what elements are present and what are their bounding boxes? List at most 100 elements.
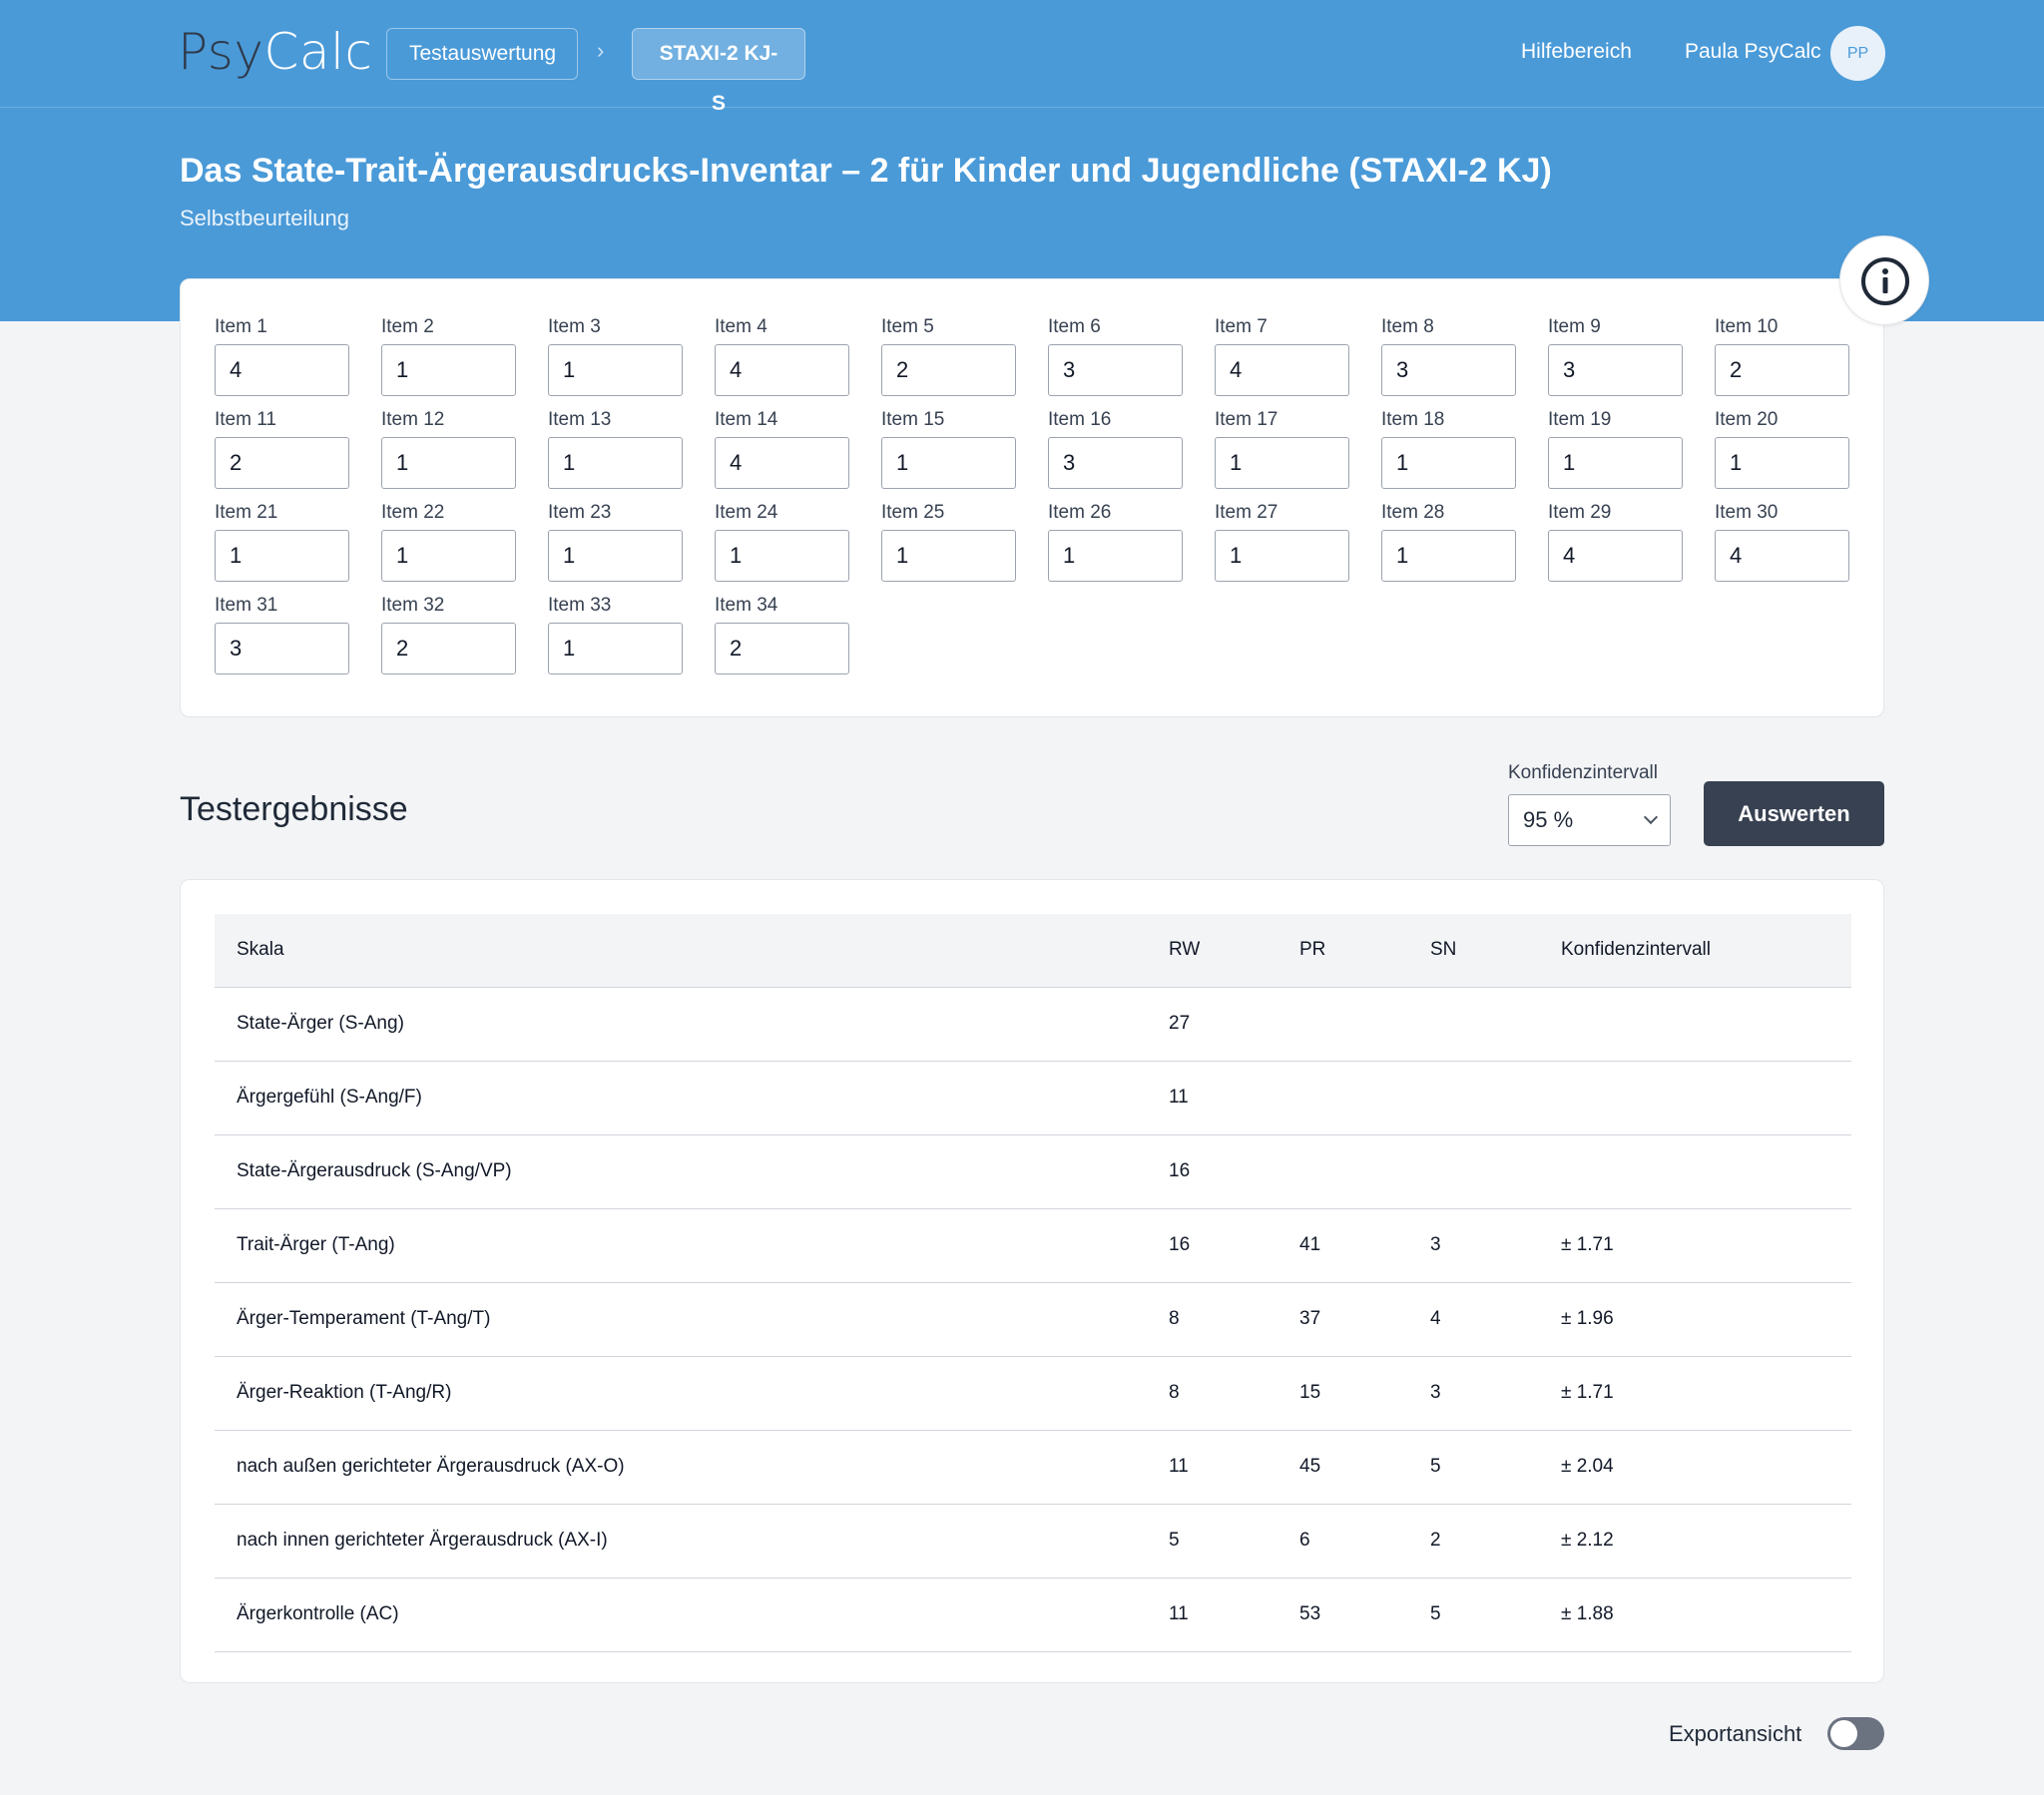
cell-sn: 3 [1430,1208,1561,1283]
item-field: Item 5 [881,314,1016,396]
cell-scale: Ärger-Temperament (T-Ang/T) [215,1282,1169,1357]
item-input[interactable] [548,344,683,396]
item-input[interactable] [1215,530,1349,582]
info-button[interactable] [1839,235,1929,325]
item-input[interactable] [1715,344,1849,396]
cell-rw: 11 [1169,1577,1299,1652]
item-input[interactable] [1048,344,1183,396]
table-row: State-Ärgerausdruck (S-Ang/VP) 16 [215,1134,1851,1209]
item-input[interactable] [1215,437,1349,489]
table-row: nach innen gerichteter Ärgerausdruck (AX… [215,1504,1851,1578]
item-field: Item 23 [548,500,683,582]
item-input-card: Item 1 Item 2 Item 3 Item 4 Item 5 Item 6 Item… [180,278,1884,717]
item-field: Item 18 [1381,407,1516,489]
cell-ci: ± 2.12 [1561,1504,1851,1578]
item-label: Item 20 [1715,409,1779,430]
item-input[interactable] [715,623,849,674]
item-input[interactable] [1381,344,1516,396]
avatar[interactable]: PP [1830,26,1885,81]
table-row: nach außen gerichteter Ärgerausdruck (AX… [215,1430,1851,1505]
item-input[interactable] [1048,530,1183,582]
cell-rw: 11 [1169,1430,1299,1505]
item-input[interactable] [1048,437,1183,489]
item-input[interactable] [715,344,849,396]
cell-scale: nach außen gerichteter Ärgerausdruck (AX… [215,1430,1169,1505]
item-input[interactable] [1715,530,1849,582]
item-label: Item 29 [1548,502,1612,523]
breadcrumb-testauswertung[interactable]: Testauswertung [386,28,578,80]
cell-pr [1299,987,1430,1062]
confidence-interval-select[interactable]: 95 % [1508,794,1671,846]
item-input[interactable] [881,437,1016,489]
item-field: Item 20 [1715,407,1849,489]
item-input[interactable] [715,437,849,489]
item-input[interactable] [1548,530,1683,582]
item-label: Item 24 [715,502,778,523]
item-input[interactable] [1215,344,1349,396]
item-input[interactable] [1548,344,1683,396]
item-field: Item 25 [881,500,1016,582]
help-link[interactable]: Hilfebereich [1521,40,1632,63]
item-field: Item 17 [1215,407,1349,489]
item-input[interactable] [715,530,849,582]
table-row: Ärgerkontrolle (AC) 11 53 5 ± 1.88 [215,1577,1851,1652]
cell-rw: 16 [1169,1134,1299,1209]
item-label: Item 11 [215,409,276,430]
cell-scale: State-Ärgerausdruck (S-Ang/VP) [215,1134,1169,1209]
item-input[interactable] [881,530,1016,582]
cell-scale: Trait-Ärger (T-Ang) [215,1208,1169,1283]
item-label: Item 8 [1381,316,1434,337]
item-input[interactable] [1548,437,1683,489]
cell-sn [1430,1061,1561,1135]
item-input[interactable] [1381,530,1516,582]
item-label: Item 7 [1215,316,1268,337]
cell-scale: Ärger-Reaktion (T-Ang/R) [215,1356,1169,1431]
export-view-toggle[interactable] [1827,1717,1884,1750]
item-input[interactable] [1381,437,1516,489]
item-input[interactable] [548,437,683,489]
item-input[interactable] [548,623,683,674]
item-field: Item 7 [1215,314,1349,396]
item-label: Item 22 [381,502,445,523]
item-input[interactable] [881,344,1016,396]
psycalc-logo[interactable]: PsyCalc [178,23,373,81]
item-field: Item 6 [1048,314,1183,396]
item-label: Item 33 [548,595,612,616]
breadcrumb-current-test[interactable]: STAXI-2 KJ-S [632,28,805,115]
confidence-interval-label: Konfidenzintervall [1508,762,1658,783]
item-input[interactable] [215,344,349,396]
table-header-row: Skala RW PR SN Konfidenzintervall [215,914,1851,988]
item-input[interactable] [215,437,349,489]
info-icon [1861,257,1909,305]
item-label: Item 28 [1381,502,1445,523]
cell-pr [1299,1061,1430,1135]
table-row: Trait-Ärger (T-Ang) 16 41 3 ± 1.71 [215,1208,1851,1283]
item-field: Item 33 [548,593,683,674]
cell-rw: 8 [1169,1282,1299,1357]
item-label: Item 26 [1048,502,1112,523]
item-input[interactable] [381,437,516,489]
user-name[interactable]: Paula PsyCalc [1685,40,1821,63]
evaluate-button[interactable]: Auswerten [1704,781,1884,846]
cell-pr: 53 [1299,1577,1430,1652]
item-field: Item 10 [1715,314,1849,396]
item-input[interactable] [215,623,349,674]
item-input[interactable] [381,344,516,396]
item-field: Item 3 [548,314,683,396]
item-input[interactable] [215,530,349,582]
cell-pr [1299,1134,1430,1209]
breadcrumb-chevron-icon: › [597,38,605,63]
cell-ci [1561,1061,1851,1135]
item-field: Item 29 [1548,500,1683,582]
item-input[interactable] [548,530,683,582]
table-row: State-Ärger (S-Ang) 27 [215,987,1851,1062]
item-label: Item 18 [1381,409,1445,430]
table-row: Ärger-Temperament (T-Ang/T) 8 37 4 ± 1.96 [215,1282,1851,1357]
item-input[interactable] [1715,437,1849,489]
column-header-skala: Skala [215,914,1169,988]
cell-sn: 3 [1430,1356,1561,1431]
item-field: Item 22 [381,500,516,582]
item-label: Item 23 [548,502,612,523]
item-input[interactable] [381,530,516,582]
item-input[interactable] [381,623,516,674]
